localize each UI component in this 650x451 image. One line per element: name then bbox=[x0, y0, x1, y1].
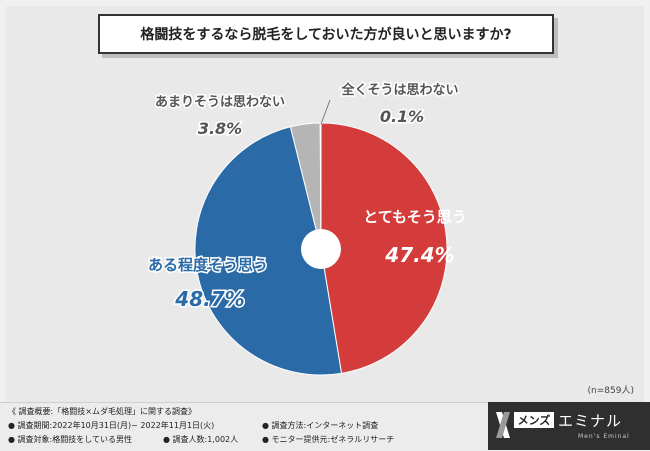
slice-value-label: 48.7% bbox=[174, 287, 244, 311]
slice-value-label: 3.8% bbox=[198, 119, 242, 138]
slice-label: ある程度そう思う bbox=[148, 256, 268, 274]
slice-label: あまりそうは思わない bbox=[155, 95, 285, 110]
logo-mens-box: メンズ bbox=[514, 412, 554, 428]
leader-line bbox=[320, 99, 331, 125]
pie-slice bbox=[320, 122, 448, 374]
survey-method: ● 調査方法:インターネット調査 bbox=[262, 421, 379, 430]
logo-sub-text: Men's Eminal bbox=[578, 433, 630, 440]
logo-mark-icon bbox=[496, 412, 510, 438]
pie-slice bbox=[194, 126, 343, 376]
survey-count: ● 調査人数:1,002人 bbox=[163, 435, 239, 444]
survey-provider: ● モニター提供元:ゼネラルリサーチ bbox=[262, 435, 395, 444]
slice-value-label: 0.1% bbox=[380, 107, 424, 126]
pie-chart: とてもそう思う 47.4% ある程度そう思う 48.7% あまりそうは思わない 3.8% 全… bbox=[146, 81, 467, 376]
chart-title: 格闘技をするなら脱毛をしておいた方が良いと思いますか? bbox=[98, 14, 554, 54]
pie-center-hole bbox=[301, 229, 341, 269]
slice-label: とてもそう思う bbox=[363, 208, 467, 226]
logo-main-text: エミナル bbox=[558, 412, 623, 430]
slice-label: 全くそうは思わない bbox=[340, 82, 458, 98]
slice-value-label: 47.4% bbox=[384, 243, 454, 267]
survey-period: ● 調査期間:2022年10月31日(月)~ 2022年11月1日(火) bbox=[8, 421, 215, 430]
survey-heading: 《 調査概要:「格闘技×ムダ毛処理」に関する調査》 bbox=[8, 407, 196, 416]
survey-target: ● 調査対象:格闘技をしている男性 bbox=[8, 435, 132, 444]
brand-logo: メンズ エミナル Men's Eminal bbox=[488, 402, 650, 450]
sample-size-label: (n=859人) bbox=[587, 386, 634, 396]
